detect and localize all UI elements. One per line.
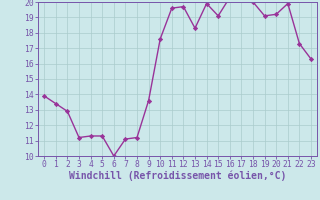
X-axis label: Windchill (Refroidissement éolien,°C): Windchill (Refroidissement éolien,°C) [69, 171, 286, 181]
